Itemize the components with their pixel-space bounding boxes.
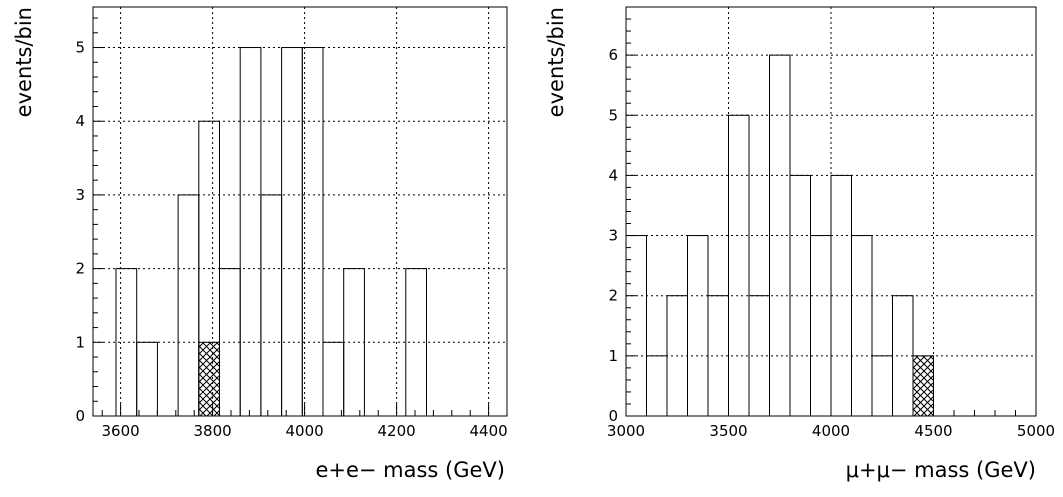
- x-tick-label: 4400: [470, 422, 508, 440]
- chart-left-axis-ticks: [93, 17, 508, 417]
- chart-right-histogram: [625, 54, 914, 417]
- chart-right-x-axis-title: μ+μ− mass (GeV): [846, 458, 1036, 482]
- histogram-bin: [871, 355, 893, 417]
- chart-right-x-tick-labels: 3000 3500 4000 4500 5000: [607, 422, 1055, 440]
- chart-left: 3600 3800 4000 4200 4400 0 1 2 3 4 5 e+e− mass (G…: [12, 6, 508, 482]
- x-tick-label: 4000: [286, 422, 324, 440]
- hatched-bin: [912, 355, 934, 417]
- chart-left-hatched-bins: [198, 341, 221, 417]
- chart-left-frame: [92, 6, 508, 417]
- histogram-bin: [281, 47, 303, 417]
- x-tick-label: 3000: [607, 422, 645, 440]
- chart-left-y-axis-title: events/bin: [12, 7, 36, 117]
- histogram-bin: [646, 355, 668, 417]
- histogram-bin: [405, 268, 427, 417]
- y-tick-label: 5: [608, 106, 618, 124]
- x-tick-label: 4000: [812, 422, 850, 440]
- chart-left-grid: [93, 7, 507, 416]
- y-tick-label: 2: [608, 287, 618, 305]
- histogram-bin: [625, 235, 647, 417]
- chart-left-x-axis-title: e+e− mass (GeV): [315, 458, 505, 482]
- x-tick-label: 3500: [709, 422, 747, 440]
- chart-right: 3000 3500 4000 4500 5000 0 1 2 3 4 5 6 μ+μ− mass (…: [544, 6, 1055, 482]
- y-tick-label: 5: [75, 39, 85, 57]
- y-tick-label: 6: [608, 46, 618, 64]
- x-tick-label: 4500: [914, 422, 952, 440]
- histogram-bin: [343, 268, 365, 417]
- histogram-bin: [728, 114, 750, 417]
- histogram-bin: [239, 47, 262, 417]
- y-tick-label: 0: [75, 407, 85, 425]
- y-tick-label: 0: [608, 407, 618, 425]
- y-tick-label: 4: [75, 112, 85, 130]
- chart-left-x-tick-labels: 3600 3800 4000 4200 4400: [102, 422, 508, 440]
- y-tick-label: 4: [608, 166, 618, 184]
- histogram-bin: [260, 194, 283, 417]
- x-tick-label: 3800: [194, 422, 232, 440]
- chart-right-hatched-bins: [912, 355, 934, 417]
- histogram-bin: [687, 235, 709, 417]
- histogram-bin: [177, 194, 200, 417]
- y-tick-label: 2: [75, 260, 85, 278]
- hatched-bin: [198, 341, 221, 417]
- histogram-bin: [322, 341, 345, 417]
- histogram-bin: [301, 47, 324, 417]
- x-tick-label: 4200: [378, 422, 416, 440]
- y-tick-label: 3: [608, 227, 618, 245]
- chart-right-y-axis-title: events/bin: [544, 7, 568, 117]
- histogram-bin: [851, 235, 873, 417]
- y-tick-label: 1: [75, 333, 85, 351]
- x-tick-label: 5000: [1017, 422, 1055, 440]
- histogram-bin: [810, 235, 832, 417]
- chart-left-y-tick-labels: 0 1 2 3 4 5: [75, 39, 85, 425]
- chart-left-histogram: [115, 47, 427, 417]
- histogram-bin: [136, 341, 158, 417]
- x-tick-label: 3600: [102, 422, 140, 440]
- chart-right-y-tick-labels: 0 1 2 3 4 5 6: [608, 46, 618, 425]
- y-tick-label: 3: [75, 186, 85, 204]
- y-tick-label: 1: [608, 347, 618, 365]
